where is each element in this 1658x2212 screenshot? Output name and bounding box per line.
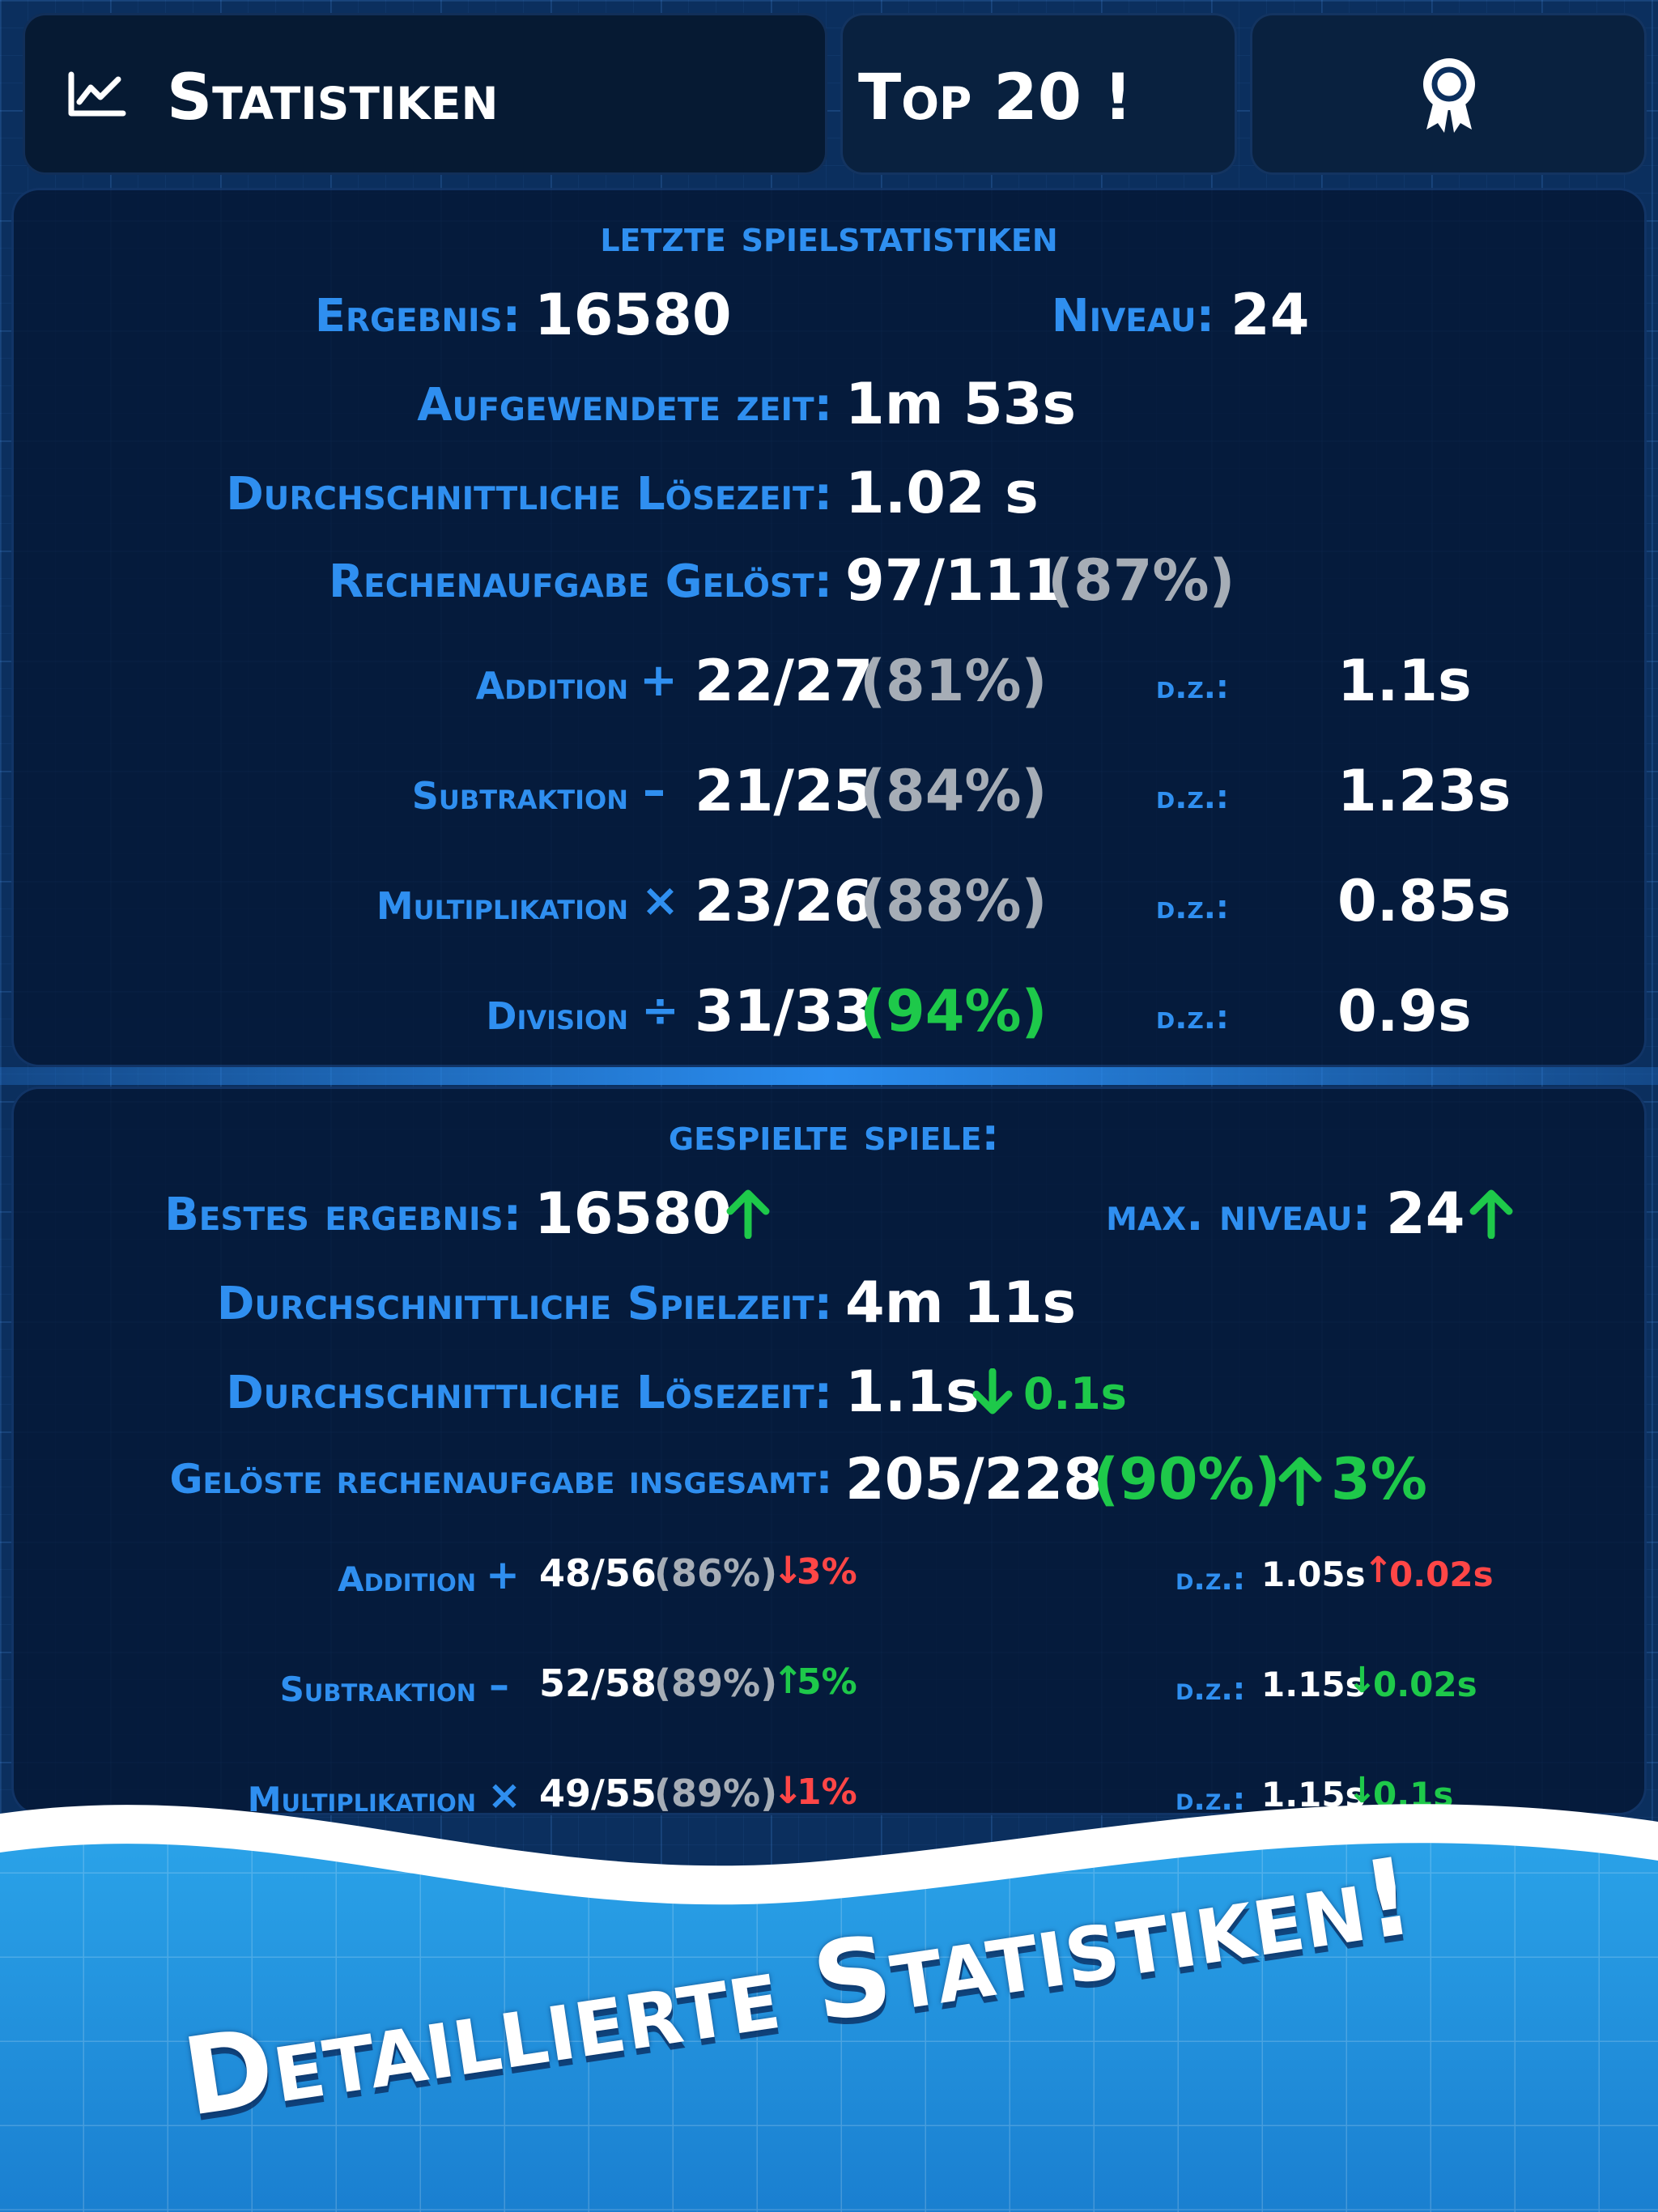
arrow-down-icon: ↓: [1347, 1660, 1377, 1701]
score-label: Ergebnis:: [314, 290, 521, 342]
op-label: Addition: [338, 1559, 476, 1599]
op-value: 31/33: [695, 978, 874, 1044]
op-label: Subtraktion: [279, 1670, 476, 1709]
op-delta: 3%: [797, 1551, 857, 1593]
arrow-up-icon: [1469, 1189, 1513, 1239]
dz-label: d.z.:: [1175, 1671, 1246, 1707]
op-percent: (89%): [654, 1772, 778, 1815]
time-spent-value: 1m 53s: [845, 371, 1077, 437]
max-level-label: max. niveau:: [1106, 1189, 1371, 1241]
arrow-up-icon: ↑: [772, 1658, 804, 1702]
op-label: Multiplikation: [247, 1780, 476, 1819]
time-spent-label: Aufgewendete zeit:: [417, 379, 832, 432]
op-value: 21/25: [695, 758, 874, 824]
dz-value: 0.9s: [1337, 978, 1472, 1044]
dz-delta: 0.02s: [1389, 1555, 1494, 1594]
tab-statistiken[interactable]: Statistiken: [23, 13, 827, 175]
arrow-up-icon: [726, 1189, 770, 1239]
arrow-up-icon: [1278, 1457, 1322, 1506]
times-icon: ×: [487, 1772, 521, 1819]
tab-top-20[interactable]: Top 20 !: [840, 13, 1237, 175]
divide-icon: ÷: [641, 985, 679, 1037]
dz-value: 1.05s: [1261, 1555, 1366, 1594]
played-games-title: gespielte spiele:: [668, 1109, 1000, 1160]
level-value: 24: [1231, 282, 1310, 348]
op-value: 22/27: [695, 648, 874, 714]
avg-solve-time-value: 1.02 s: [845, 460, 1039, 526]
op-label: Division: [486, 994, 628, 1038]
dz-delta: 0.02s: [1373, 1665, 1477, 1704]
arrow-down-icon: [972, 1368, 1013, 1414]
dz-label: d.z.:: [1156, 779, 1229, 816]
award-ribbon-icon: [1423, 58, 1475, 133]
op-percent: (86%): [654, 1551, 778, 1595]
score-value: 16580: [534, 282, 732, 348]
solved-percent: (87%): [1048, 547, 1235, 614]
level-label: Niveau:: [1051, 290, 1214, 342]
op-percent: (88%): [860, 868, 1048, 934]
avg-play-time-label: Durchschnittliche Spielzeit:: [216, 1278, 832, 1330]
op-delta: 5%: [797, 1661, 857, 1703]
dz-label: d.z.:: [1156, 999, 1229, 1036]
best-score-label: Bestes ergebnis:: [164, 1189, 521, 1241]
op-percent: (81%): [860, 648, 1048, 714]
arrow-up-icon: ↑: [1363, 1550, 1393, 1591]
avg-solve-time-total-value: 1.1s: [845, 1359, 980, 1425]
arrow-down-icon: ↓: [772, 1768, 804, 1812]
avg-solve-time-total-label: Durchschnittliche Lösezeit:: [226, 1367, 832, 1419]
played-games-panel: [11, 1087, 1647, 1815]
total-solved-value: 205/228: [845, 1446, 1103, 1512]
dz-label: d.z.:: [1175, 1561, 1246, 1597]
op-value: 48/56: [539, 1551, 657, 1595]
op-percent: (94%): [860, 978, 1048, 1044]
arrow-down-icon: ↓: [1347, 1770, 1377, 1811]
dz-label: d.z.:: [1175, 1781, 1246, 1817]
tab-statistiken-label: Statistiken: [167, 62, 499, 134]
last-game-title: letzte spielstatistiken: [600, 211, 1058, 262]
dz-label: d.z.:: [1156, 669, 1229, 706]
solved-label: Rechenaufgabe Gelöst:: [329, 555, 832, 608]
total-solved-delta: 3%: [1331, 1446, 1427, 1512]
dz-value: 1.1s: [1337, 648, 1472, 714]
avg-solve-time-label: Durchschnittliche Lösezeit:: [226, 468, 832, 521]
op-label: Subtraktion: [411, 774, 628, 818]
op-value: 49/55: [539, 1772, 657, 1815]
tab-achievements[interactable]: [1250, 13, 1647, 175]
minus-icon: –: [643, 764, 665, 817]
total-solved-percent: (90%): [1093, 1446, 1281, 1512]
dz-value: 1.15s: [1261, 1665, 1366, 1704]
op-percent: (89%): [654, 1661, 778, 1705]
total-solved-label: Gelöste rechenaufgabe insgesamt:: [169, 1456, 833, 1503]
dz-value: 1.23s: [1337, 758, 1511, 824]
times-icon: ×: [641, 874, 679, 927]
avg-solve-time-delta: 0.1s: [1023, 1368, 1127, 1419]
op-value: 23/26: [695, 868, 874, 934]
last-game-panel: [11, 188, 1647, 1067]
minus-icon: –: [489, 1661, 509, 1708]
dz-value: 0.85s: [1337, 868, 1511, 934]
op-label: Multiplikation: [376, 884, 628, 928]
dz-label: d.z.:: [1156, 889, 1229, 926]
op-value: 52/58: [539, 1661, 657, 1705]
op-label: Addition: [475, 664, 628, 708]
best-score-value: 16580: [534, 1180, 732, 1247]
plus-icon: +: [486, 1551, 520, 1598]
arrow-down-icon: ↓: [772, 1548, 804, 1592]
max-level-value: 24: [1386, 1180, 1465, 1247]
solved-value: 97/111: [845, 547, 1064, 614]
chart-line-icon: [68, 71, 126, 117]
avg-play-time-value: 4m 11s: [845, 1270, 1077, 1336]
tab-top-20-label: Top 20 !: [858, 62, 1133, 134]
op-percent: (84%): [860, 758, 1048, 824]
op-delta: 1%: [797, 1772, 857, 1813]
panel-divider: [0, 1067, 1658, 1085]
plus-icon: +: [640, 654, 678, 707]
promo-wave-banner: [0, 1804, 1658, 2212]
